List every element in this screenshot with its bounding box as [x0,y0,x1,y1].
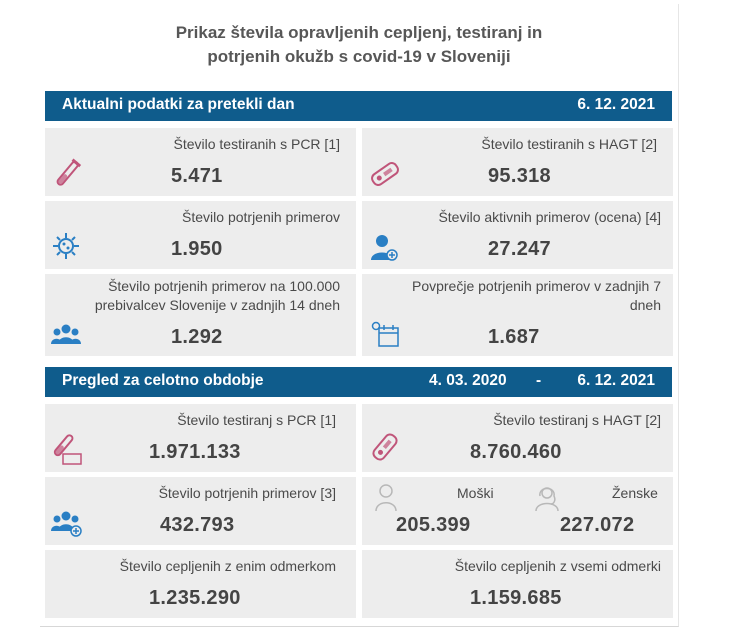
daily-per100k-value: 1.292 [171,326,223,348]
card-daily-confirmed: Število potrjenih primerov 1.950 [45,201,356,269]
vacc-one-value: 1.235.290 [149,587,241,609]
virus-icon [53,233,79,259]
vacc-all-value: 1.159.685 [470,587,562,609]
daily-date: 6. 12. 2021 [577,96,655,113]
card-total-hagt: Število testiranj s HAGT [2] 8.760.460 [362,404,673,472]
test-tube-icon [53,434,82,465]
female-value: 227.072 [560,514,635,536]
total-pcr-label: Število testiranj s PCR [1] [177,412,336,428]
daily-avg7-value: 1.687 [488,326,540,348]
card-daily-pcr: Število testiranih s PCR [1] 5.471 [45,128,356,196]
card-total-gender: Moški 205.399 Ženske 227.072 [362,477,673,545]
card-daily-avg7: Povprečje potrjenih primerov v zadnjih 7… [362,274,673,356]
male-value: 205.399 [396,514,471,536]
person-icon [371,235,398,261]
female-label: Ženske [612,485,658,501]
calendar-icon [371,321,399,347]
daily-hagt-value: 95.318 [488,165,551,187]
page-title: Prikaz števila opravljenih cepljenj, tes… [175,23,543,66]
card-total-vacc-all: Število cepljenih z vsemi odmerki 1.159.… [362,550,673,618]
vacc-all-label: Število cepljenih z vsemi odmerki [454,558,661,574]
daily-active-value: 27.247 [488,238,551,260]
rapid-test-icon [372,433,398,461]
daily-pcr-label: Število testiranih s PCR [1] [173,136,340,152]
rapid-test-icon [371,162,399,186]
daily-avg7-label: Povprečje potrjenih primerov v zadnjih 7… [411,278,661,313]
total-hagt-value: 8.760.460 [470,441,562,463]
total-date-separator: - [536,372,542,389]
total-date-from: 4. 03. 2020 [429,372,507,389]
male-label: Moški [457,485,494,501]
male-icon [375,484,397,512]
daily-header-bar: Aktualni podatki za pretekli dan 6. 12. … [45,91,672,121]
total-date-to: 6. 12. 2021 [577,372,655,389]
total-hagt-label: Število testiranj s HAGT [2] [493,412,661,428]
total-pcr-value: 1.971.133 [149,441,241,463]
test-tube-icon [56,158,82,186]
daily-per100k-label: Število potrjenih primerov na 100.000 pr… [94,278,340,313]
daily-active-label: Število aktivnih primerov (ocena) [4] [438,209,661,225]
daily-hagt-label: Število testiranih s HAGT [2] [481,136,657,152]
daily-pcr-value: 5.471 [171,165,223,187]
card-daily-hagt: Število testiranih s HAGT [2] 95.318 [362,128,673,196]
total-header-bar: Pregled za celotno obdobje 4. 03. 2020 -… [45,367,672,397]
card-daily-per100k: Število potrjenih primerov na 100.000 pr… [45,274,356,356]
card-total-pcr: Število testiranj s PCR [1] 1.971.133 [45,404,356,472]
total-confirmed-value: 432.793 [160,514,235,536]
daily-header-label: Aktualni podatki za pretekli dan [62,96,295,113]
female-icon [535,487,559,512]
card-total-confirmed: Število potrjenih primerov [3] 432.793 [45,477,356,545]
card-daily-active: Število aktivnih primerov (ocena) [4] 27… [362,201,673,269]
total-confirmed-label: Število potrjenih primerov [3] [158,485,336,501]
people-icon [51,511,82,537]
daily-confirmed-label: Število potrjenih primerov [182,209,340,225]
daily-confirmed-value: 1.950 [171,238,223,260]
vacc-one-label: Število cepljenih z enim odmerkom [119,558,336,574]
total-header-label: Pregled za celotno obdobje [62,372,264,389]
card-total-vacc-one: Število cepljenih z enim odmerkom 1.235.… [45,550,356,618]
people-icon [51,324,81,344]
